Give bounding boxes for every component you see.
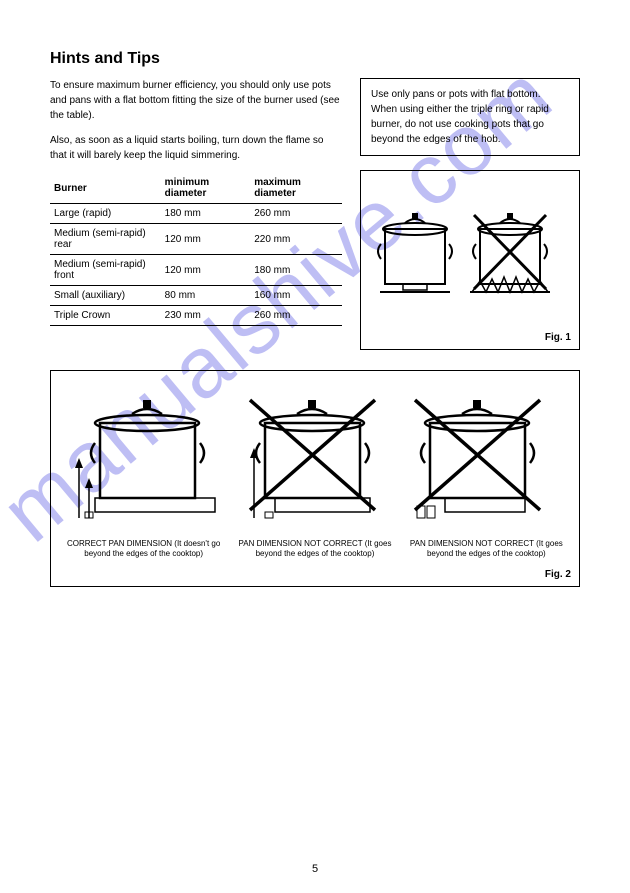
info-box: Use only pans or pots with flat bottom. … <box>360 78 580 156</box>
table-header-row: Burner minimum diameter maximum diameter <box>50 173 342 204</box>
th-min: minimum diameter <box>161 173 251 204</box>
figure-1: Fig. 1 <box>360 170 580 350</box>
pots-burner-illustration <box>369 179 571 329</box>
intro-paragraph: To ensure maximum burner efficiency, you… <box>50 78 342 123</box>
th-max: maximum diameter <box>250 173 342 204</box>
figure-2: CORRECT PAN DIMENSION (It doesn't go bey… <box>50 370 580 587</box>
caption-correct: CORRECT PAN DIMENSION (It doesn't go bey… <box>63 539 224 560</box>
th-burner: Burner <box>50 173 161 204</box>
table-row: Triple Crown230 mm260 mm <box>50 306 342 326</box>
table-row: Medium (semi-rapid) rear120 mm220 mm <box>50 224 342 255</box>
table-row: Small (auxiliary)80 mm160 mm <box>50 286 342 306</box>
caption-wrong-1: PAN DIMENSION NOT CORRECT (It goes beyon… <box>234 539 395 560</box>
pots-cooktop-illustration <box>63 383 567 533</box>
note-paragraph: Also, as soon as a liquid starts boiling… <box>50 133 342 163</box>
burner-table: Burner minimum diameter maximum diameter… <box>50 173 342 326</box>
caption-wrong-2: PAN DIMENSION NOT CORRECT (It goes beyon… <box>406 539 567 560</box>
table-row: Large (rapid)180 mm260 mm <box>50 204 342 224</box>
table-row: Medium (semi-rapid) front120 mm180 mm <box>50 255 342 286</box>
figure-1-label: Fig. 1 <box>545 332 571 343</box>
page-number: 5 <box>0 863 630 875</box>
page-title: Hints and Tips <box>50 50 580 68</box>
figure-2-label: Fig. 2 <box>545 569 571 580</box>
